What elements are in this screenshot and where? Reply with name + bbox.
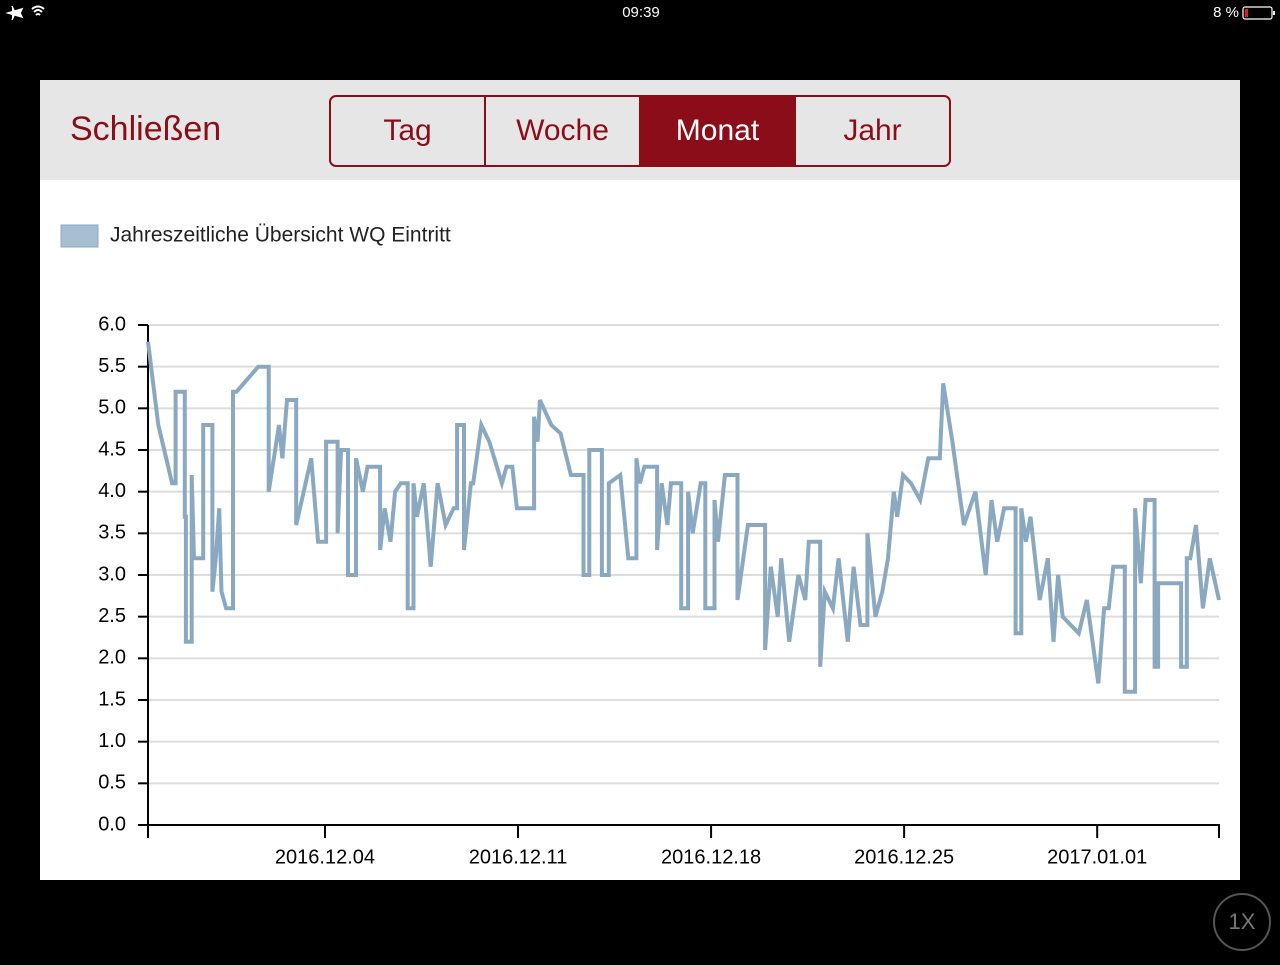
zoom-label: 1X [1229, 909, 1256, 934]
y-tick-label: 4.0 [98, 480, 126, 502]
y-tick-label: 1.5 [98, 688, 126, 710]
wifi-icon [31, 5, 45, 16]
segment-tab[interactable]: Tag [383, 114, 431, 147]
legend-swatch [60, 224, 99, 248]
legend-label: Jahreszeitliche Übersicht WQ Eintritt [110, 224, 451, 247]
x-tick-label: 2016.12.04 [275, 846, 375, 868]
chart: Jahreszeitliche Übersicht WQ Eintritt 0.0… [60, 224, 1221, 868]
x-tick-label: 2017.01.01 [1047, 846, 1147, 868]
y-tick-label: 5.0 [98, 397, 126, 419]
y-tick-label: 2.0 [98, 647, 126, 669]
close-button[interactable]: Schließen [70, 110, 221, 148]
y-tick-label: 0.5 [98, 772, 126, 794]
segment-selected-bg [640, 96, 795, 166]
y-tick-label: 5.5 [98, 355, 126, 377]
x-axis [147, 824, 1220, 838]
airplane-icon [5, 5, 24, 21]
battery-tip [1273, 11, 1275, 15]
y-tick-label: 1.0 [98, 730, 126, 752]
y-tick-label: 6.0 [98, 313, 126, 335]
y-tick-label: 3.5 [98, 522, 126, 544]
x-tick-label: 2016.12.11 [469, 846, 568, 868]
segment-tab[interactable]: Woche [516, 114, 609, 147]
segmented-control: Tag Woche Monat Jahr [329, 95, 951, 167]
zoom-button[interactable] [1213, 893, 1271, 951]
battery-text: 8 % [1213, 4, 1239, 21]
y-tick-label: 3.0 [98, 563, 126, 585]
segment-tab[interactable]: Monat [676, 114, 760, 147]
y-tick-label: 0.0 [98, 813, 126, 835]
segment-tab[interactable]: Jahr [843, 114, 901, 147]
y-tick-label: 4.5 [98, 438, 126, 460]
battery-icon [1242, 6, 1273, 20]
battery-level [1245, 9, 1248, 17]
x-tick-label: 2016.12.25 [854, 846, 954, 868]
y-tick-label: 2.5 [98, 605, 126, 627]
status-time: 09:39 [622, 4, 660, 21]
data-line [146, 341, 1221, 694]
x-tick-label: 2016.12.18 [661, 846, 761, 868]
